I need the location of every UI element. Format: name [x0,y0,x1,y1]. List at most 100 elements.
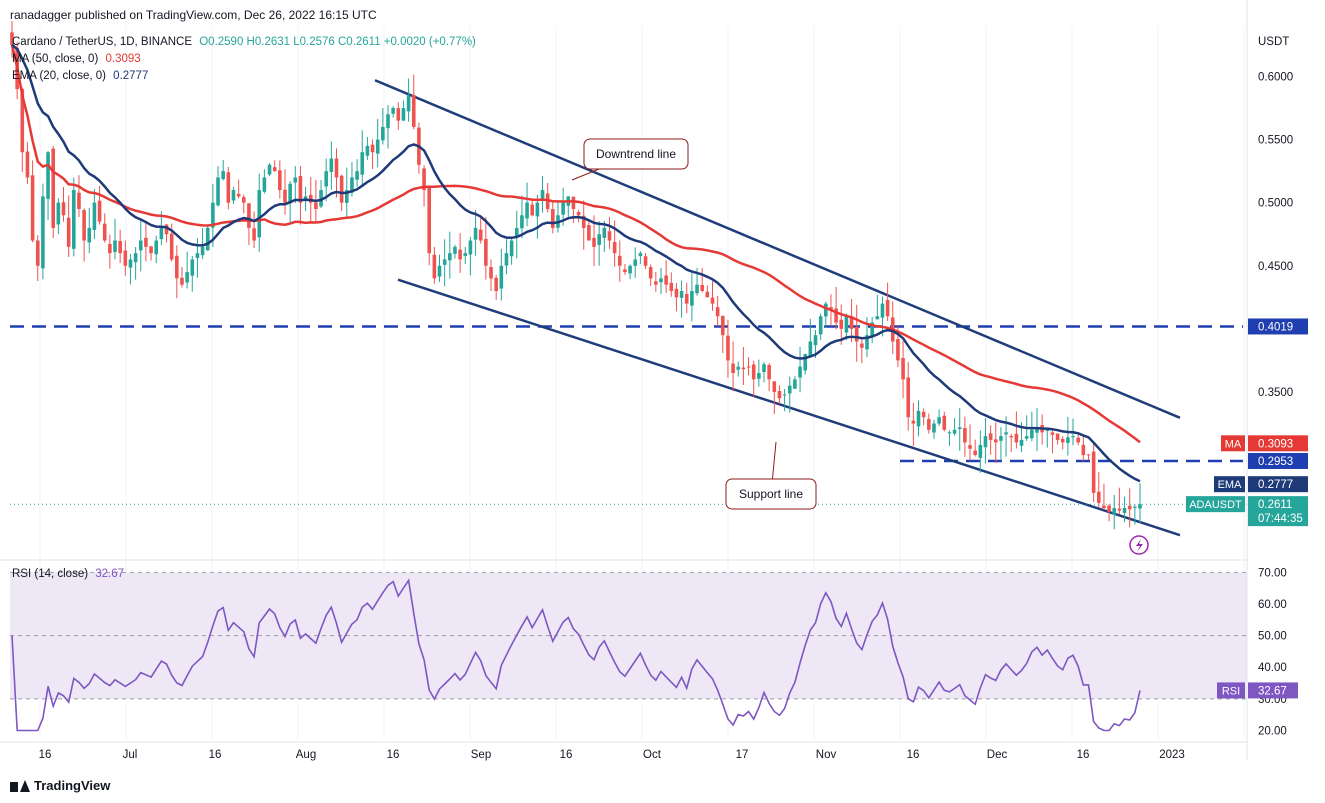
candle [993,439,998,443]
price-tick-label: 0.5000 [1258,198,1293,210]
candle [1138,504,1142,509]
price-tick-label: 0.6000 [1258,71,1293,83]
support-line [397,278,1181,537]
candle [257,190,262,238]
price-label-tag-box [1221,435,1245,452]
candle [1009,436,1014,438]
lightning-icon [1129,535,1149,555]
rsi-legend[interactable]: RSI (14, close) 32.67 [12,568,124,580]
candle [489,267,493,279]
candle [25,151,30,178]
candle [942,415,947,430]
candle [1117,508,1122,511]
candle [612,242,617,254]
candle [288,183,292,204]
candle [205,227,210,251]
price-label-box [1248,435,1308,452]
candle [757,373,761,379]
candle [195,253,200,258]
candle [108,243,112,254]
candle [829,307,833,310]
candle [880,303,885,318]
price-label-tag: EMA [1218,479,1243,491]
price-label-tag: MA [1225,438,1242,450]
candle [339,175,344,203]
candle [1060,438,1065,443]
time-tick-label: 16 [907,749,920,761]
candle [20,89,25,153]
price-tick-label: 0.4500 [1258,261,1293,273]
candle [1071,436,1075,438]
candle [1127,505,1132,510]
rsi-tick-label: 50.00 [1258,631,1287,643]
candle [319,190,323,207]
candle [200,246,205,256]
candle [180,277,184,285]
candle [133,253,138,263]
candle [411,95,416,127]
candle [509,240,514,257]
candle [406,95,411,112]
tradingview-logo[interactable]: TradingView [10,778,110,793]
price-label-box [1248,496,1308,527]
candle [41,196,45,269]
symbol-title[interactable]: Cardano / TetherUS, 1D, BINANCE [12,36,193,48]
downtrend-line [374,79,1181,419]
candle [633,259,638,266]
rsi-tag-box [1217,682,1245,699]
price-label-value: 0.4019 [1258,321,1293,333]
candle [777,391,782,399]
candle [360,152,365,175]
candle [648,267,653,279]
price-label-value: 0.3093 [1258,438,1293,450]
candle [1133,506,1137,508]
ema-legend-value: 0.2777 [113,70,149,82]
price-pane[interactable]: Downtrend line Support line [10,21,1247,740]
candle [185,272,189,283]
ma-50-line [10,44,1141,444]
candle [1030,429,1034,439]
candle [432,254,437,279]
candle [350,177,354,193]
candle [267,164,272,175]
rsi-tick-label: 40.00 [1258,662,1287,674]
candle [927,419,931,430]
candle [391,108,395,114]
candle [1107,505,1111,512]
candle [911,420,916,424]
candle [983,436,988,448]
candle [952,429,957,434]
candle [787,385,792,394]
candle [427,187,432,254]
candle [422,168,426,191]
candle [576,212,581,216]
price-label-tag-box [1214,476,1245,493]
candle [602,227,607,238]
price-label: 0.2953 [1248,452,1308,469]
rsi-pane[interactable] [10,571,1247,732]
candle [381,126,385,141]
price-label-value: 0.2777 [1258,479,1293,491]
candle [746,366,751,368]
price-tick-label: 0.5500 [1258,135,1293,147]
ema-legend[interactable]: EMA (20, close, 0) 0.2777 [12,70,148,82]
candle [144,237,148,247]
candle [798,366,802,378]
candle [715,307,720,317]
candle [1004,432,1008,435]
candle [1076,437,1080,443]
ma-legend[interactable]: MA (50, close, 0) 0.3093 [12,53,141,65]
candle [762,364,766,373]
candle [581,215,586,228]
ema-legend-label: EMA (20, close, 0) [12,70,106,82]
candle [932,423,936,433]
candle [72,190,76,249]
annotation-downtrend-text: Downtrend line [596,147,676,161]
candle [957,427,962,430]
candle [159,227,164,240]
candle [102,223,107,241]
candle [834,308,838,323]
candle [46,152,50,199]
candle [885,299,890,317]
